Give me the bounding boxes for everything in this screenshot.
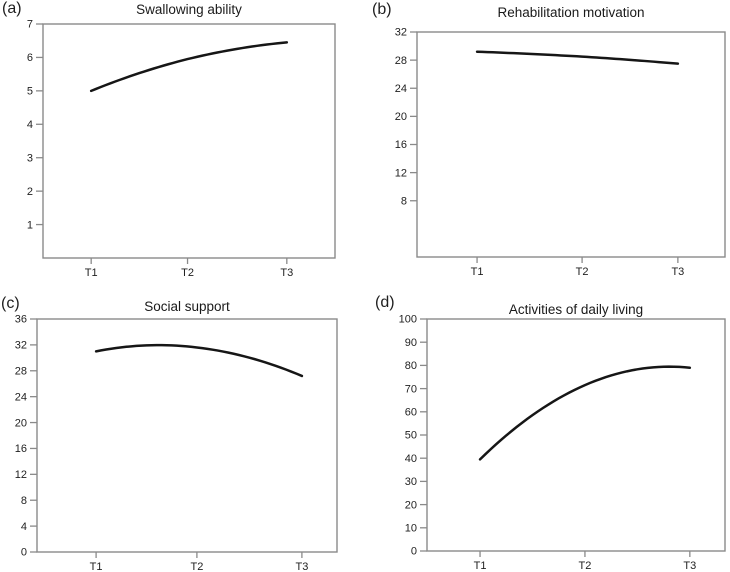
- y-tick-label: 3: [27, 152, 33, 164]
- x-tick-label: T3: [280, 267, 293, 279]
- panel-label: (c): [1, 295, 20, 312]
- y-tick-label: 2: [27, 186, 33, 198]
- y-tick-label: 20: [405, 499, 417, 511]
- y-tick-label: 12: [15, 469, 27, 481]
- y-tick-label: 32: [15, 340, 27, 352]
- y-tick-label: 50: [405, 430, 417, 442]
- y-tick-label: 8: [401, 195, 407, 207]
- plot-frame: [42, 23, 336, 259]
- chart-title: Rehabilitation motivation: [497, 5, 645, 20]
- y-tick-label: 24: [15, 391, 27, 403]
- y-tick-label: 30: [405, 476, 417, 488]
- chart-a: 1 2 3 4 5 6 7 T1 T2 T3: [27, 19, 336, 279]
- y-tick-label: 16: [15, 443, 27, 455]
- y-tick-label: 28: [15, 366, 27, 378]
- y-tick-label: 24: [395, 83, 407, 95]
- x-tick-label: T3: [683, 560, 696, 572]
- y-tick-label: 0: [411, 546, 417, 558]
- chart-c: 0 4 8 12 16 20 24 28 32 36 T1 T2 T3: [15, 314, 338, 572]
- trend-line: [94, 343, 304, 378]
- y-tick-label: 0: [21, 547, 27, 559]
- x-tick-label: T3: [671, 266, 684, 278]
- y-tick-label: 4: [27, 119, 33, 131]
- x-tick-label: T2: [579, 560, 592, 572]
- y-tick-label: 12: [395, 167, 407, 179]
- y-tick-label: 7: [27, 19, 33, 31]
- y-tick-label: 36: [15, 314, 27, 326]
- trend-line: [475, 50, 680, 65]
- y-tick-label: 4: [21, 521, 27, 533]
- plot-frame: [426, 318, 726, 552]
- panel-label: (a): [2, 0, 22, 17]
- plot-frame: [416, 31, 726, 258]
- y-tick-label: 60: [405, 407, 417, 419]
- panel-label: (d): [375, 294, 395, 311]
- panel-activities-of-daily-living: (d) Activities of daily living 0 10 20 30 40…: [365, 286, 730, 572]
- y-tick-label: 20: [15, 417, 27, 429]
- y-tick-label: 28: [395, 55, 407, 67]
- x-tick-label: T3: [295, 561, 308, 572]
- panel-label: (b): [372, 1, 392, 18]
- x-tick-label: T2: [576, 266, 589, 278]
- chart-b: 8 12 16 20 24 28 32 T1 T2 T3: [395, 27, 726, 278]
- panel-swallowing-ability: (a) Swallowing ability 1 2 3 4 5 6 7 T1 T2 T3: [0, 0, 365, 286]
- y-tick-label: 90: [405, 337, 417, 349]
- y-tick-label: 6: [27, 52, 33, 64]
- y-tick-label: 40: [405, 453, 417, 465]
- y-tick-label: 100: [399, 314, 417, 326]
- x-tick-label: T1: [474, 560, 487, 572]
- y-tick-label: 70: [405, 383, 417, 395]
- x-tick-label: T2: [190, 561, 203, 572]
- chart-title: Social support: [144, 299, 230, 314]
- panel-social-support: (c) Social support 0 4 8 12 16 20 24 28 32 36 T1 T2…: [0, 286, 365, 572]
- trend-line: [478, 365, 692, 461]
- chart-title: Swallowing ability: [136, 2, 242, 17]
- y-tick-label: 1: [27, 219, 33, 231]
- trend-line: [89, 41, 289, 93]
- y-tick-label: 5: [27, 86, 33, 98]
- plot-frame: [36, 318, 338, 553]
- x-tick-label: T1: [471, 266, 484, 278]
- chart-title: Activities of daily living: [508, 302, 644, 317]
- y-tick-label: 32: [395, 27, 407, 39]
- y-tick-label: 8: [21, 495, 27, 507]
- x-tick-label: T1: [85, 267, 98, 279]
- x-tick-label: T2: [181, 267, 194, 279]
- y-tick-label: 20: [395, 111, 407, 123]
- x-tick-label: T1: [90, 561, 103, 572]
- y-tick-label: 80: [405, 360, 417, 372]
- y-tick-label: 10: [405, 523, 417, 535]
- chart-d: 0 10 20 30 40 50 60 70 80 90 100 T1 T2 T3: [399, 314, 726, 572]
- panel-rehabilitation-motivation: (b) Rehabilitation motivation 8 12 16 20 24 2…: [365, 0, 730, 286]
- y-tick-label: 16: [395, 139, 407, 151]
